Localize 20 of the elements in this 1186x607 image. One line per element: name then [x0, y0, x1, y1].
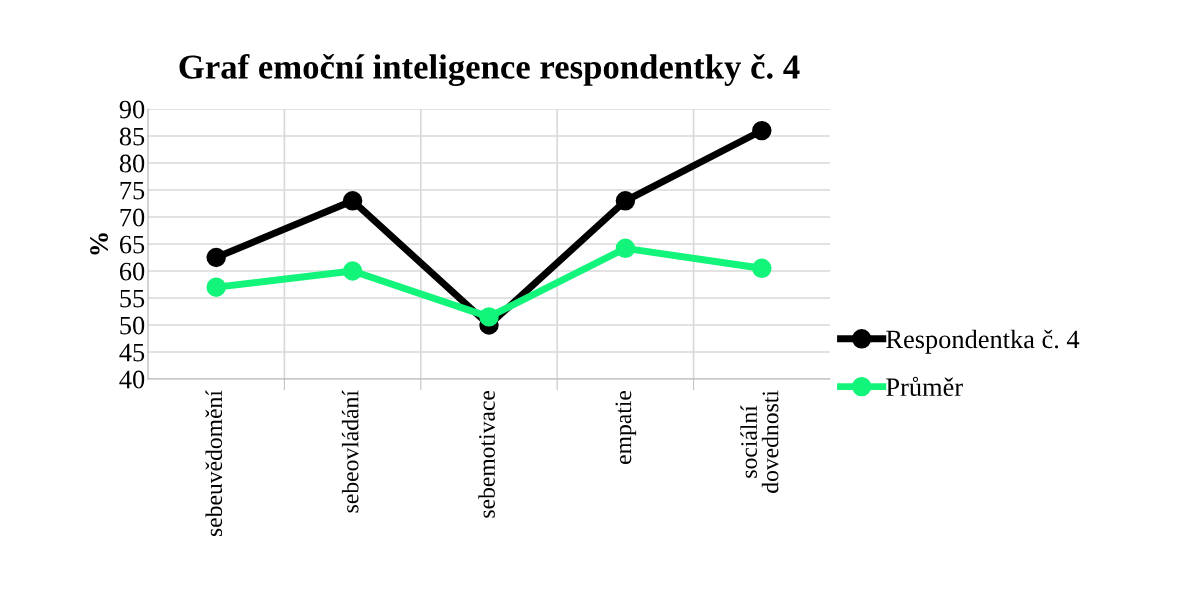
- x-tick-label: sebemotivace: [478, 390, 495, 518]
- y-tick-label: 50: [120, 316, 145, 335]
- y-tick-label: 55: [120, 289, 145, 308]
- y-tick-label: 90: [119, 100, 145, 119]
- x-tick-label: empatie: [615, 390, 637, 464]
- x-tick-label: sebeuvědomění: [205, 390, 223, 537]
- legend-label: Respondentka č. 4: [886, 329, 1080, 354]
- y-tick-label: 40: [119, 370, 145, 389]
- y-tick-label: 60: [119, 262, 145, 281]
- y-axis-title: %: [90, 233, 108, 255]
- chart-title: Graf emoční inteligence respondentky č. 4: [179, 53, 800, 87]
- y-tick-label: 45: [119, 343, 145, 362]
- y-tick-label: 85: [119, 127, 145, 146]
- y-tick-label: 75: [120, 181, 145, 200]
- legend-label: Průměr: [886, 376, 963, 397]
- y-tick-label: 70: [120, 208, 145, 227]
- x-tick-label: sociální dovednosti: [740, 390, 779, 493]
- y-tick-label: 80: [119, 154, 145, 173]
- y-tick-label: 65: [119, 235, 145, 254]
- x-tick-label: sebeovládání: [341, 390, 359, 513]
